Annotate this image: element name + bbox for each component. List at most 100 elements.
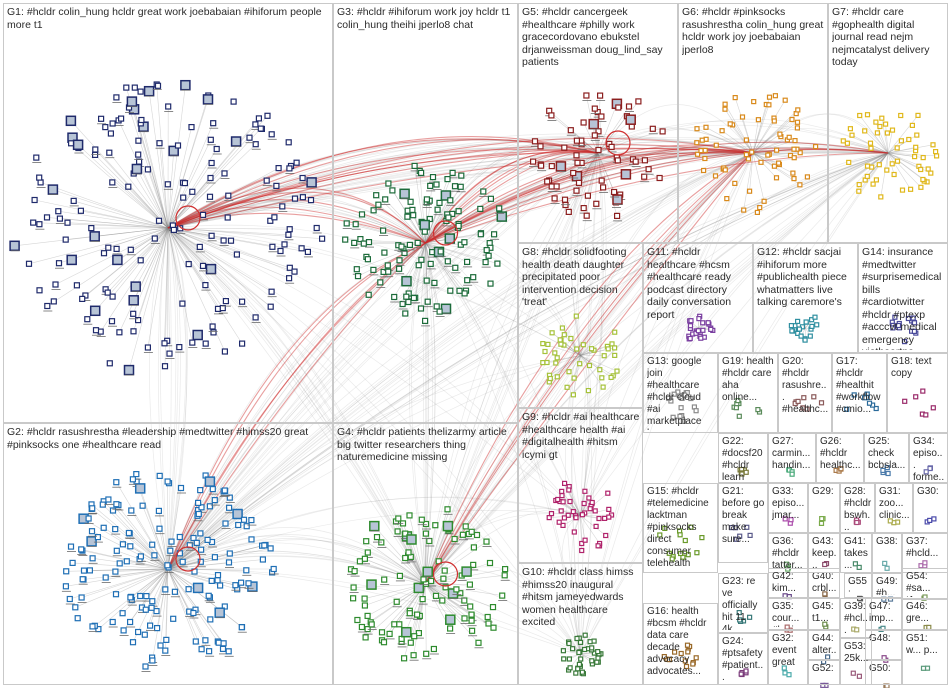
node-g1[interactable] xyxy=(164,181,171,188)
node-g5[interactable] xyxy=(641,173,648,180)
node-g2[interactable] xyxy=(112,591,120,598)
node-g15[interactable] xyxy=(666,550,672,556)
node-g2[interactable] xyxy=(195,499,202,506)
node-g3[interactable] xyxy=(447,287,454,294)
node-g1[interactable] xyxy=(246,134,253,141)
node-g3[interactable] xyxy=(494,260,501,267)
node-g5[interactable] xyxy=(573,152,580,159)
node-g18[interactable] xyxy=(920,388,926,394)
node-g13[interactable] xyxy=(680,418,687,424)
node-g1[interactable] xyxy=(43,214,51,221)
node-g8[interactable] xyxy=(570,392,577,398)
node-g4[interactable] xyxy=(489,603,497,611)
node-g3[interactable] xyxy=(440,190,452,201)
node-g7[interactable] xyxy=(870,181,876,187)
node-g7[interactable] xyxy=(907,186,914,192)
node-g41[interactable] xyxy=(856,564,862,571)
node-g13[interactable] xyxy=(693,408,699,414)
node-g3[interactable] xyxy=(398,243,405,250)
node-g1[interactable] xyxy=(112,254,123,266)
node-g2[interactable] xyxy=(88,528,96,535)
node-g3[interactable] xyxy=(449,169,456,176)
node-g4[interactable] xyxy=(468,617,475,624)
node-g11[interactable] xyxy=(687,335,693,342)
node-g3[interactable] xyxy=(357,236,364,243)
node-g9[interactable] xyxy=(582,488,588,494)
node-g3[interactable] xyxy=(482,259,489,266)
node-g4[interactable] xyxy=(486,559,494,567)
node-g3[interactable] xyxy=(477,205,484,212)
node-g7[interactable] xyxy=(856,182,862,188)
node-g10[interactable] xyxy=(578,656,584,662)
node-g1[interactable] xyxy=(108,318,116,325)
node-g10[interactable] xyxy=(594,659,600,665)
node-g12[interactable] xyxy=(788,323,795,329)
node-g4[interactable] xyxy=(501,572,508,579)
node-g7[interactable] xyxy=(891,171,897,178)
group-box-g22[interactable]: G22: #docsf20 #hcldr learn more... xyxy=(718,433,768,483)
node-g7[interactable] xyxy=(884,130,891,136)
node-g15[interactable] xyxy=(657,532,663,538)
node-g1[interactable] xyxy=(30,219,37,226)
node-g25[interactable] xyxy=(884,465,890,471)
node-g9[interactable] xyxy=(592,508,598,514)
node-g3[interactable] xyxy=(342,236,349,243)
node-g4[interactable] xyxy=(470,561,477,569)
node-g2[interactable] xyxy=(119,610,126,617)
node-g2[interactable] xyxy=(133,471,140,478)
node-g2[interactable] xyxy=(155,507,162,514)
node-g10[interactable] xyxy=(582,632,588,638)
node-g4[interactable] xyxy=(411,633,418,640)
node-g9[interactable] xyxy=(560,499,566,505)
node-g1[interactable] xyxy=(208,232,215,239)
node-g10[interactable] xyxy=(591,638,597,644)
node-g9[interactable] xyxy=(581,500,587,507)
node-g10[interactable] xyxy=(575,666,581,672)
node-g1[interactable] xyxy=(73,282,81,289)
node-g3[interactable] xyxy=(396,257,403,264)
node-g4[interactable] xyxy=(405,549,412,556)
node-g2[interactable] xyxy=(116,560,123,567)
node-g1[interactable] xyxy=(268,131,275,138)
node-g4[interactable] xyxy=(453,586,460,593)
node-g1[interactable] xyxy=(293,159,300,166)
node-g6[interactable] xyxy=(694,151,701,157)
node-g4[interactable] xyxy=(393,598,400,605)
node-g5[interactable] xyxy=(608,143,615,150)
node-g36[interactable] xyxy=(785,566,791,572)
group-box-g12[interactable]: G12: #hcldr sacjai #ihiforum more #publi… xyxy=(753,243,858,353)
node-g2[interactable] xyxy=(113,501,120,508)
node-g7[interactable] xyxy=(911,154,918,160)
node-g1[interactable] xyxy=(89,305,101,317)
node-g1[interactable] xyxy=(180,194,187,201)
node-g2[interactable] xyxy=(112,568,119,575)
node-g1[interactable] xyxy=(252,141,259,148)
node-g7[interactable] xyxy=(894,145,900,151)
node-g16[interactable] xyxy=(683,663,690,670)
node-g4[interactable] xyxy=(368,621,375,628)
node-g1[interactable] xyxy=(209,323,216,330)
node-g13[interactable] xyxy=(666,395,672,401)
node-g36[interactable] xyxy=(783,561,790,567)
node-g4[interactable] xyxy=(407,639,414,646)
node-g1[interactable] xyxy=(64,219,71,226)
node-g27[interactable] xyxy=(789,471,795,477)
node-g6[interactable] xyxy=(724,196,730,202)
node-g1[interactable] xyxy=(31,196,38,204)
node-g2[interactable] xyxy=(148,604,155,611)
node-g17[interactable] xyxy=(873,405,879,412)
node-g18[interactable] xyxy=(930,405,936,411)
group-box-g8[interactable]: G8: #hcldr solidfooting health death dau… xyxy=(518,243,643,408)
node-g18[interactable] xyxy=(913,394,919,400)
node-g3[interactable] xyxy=(445,214,452,221)
node-g7[interactable] xyxy=(868,145,874,151)
node-g26[interactable] xyxy=(838,466,844,472)
node-g4[interactable] xyxy=(475,639,482,646)
node-g1[interactable] xyxy=(137,88,144,95)
node-g2[interactable] xyxy=(128,507,135,514)
node-g5[interactable] xyxy=(583,92,590,99)
node-g7[interactable] xyxy=(882,121,889,127)
node-g5[interactable] xyxy=(649,125,656,132)
group-box-g5[interactable]: G5: #hcldr cancergeek #healthcare #phill… xyxy=(518,3,678,243)
node-g2[interactable] xyxy=(78,546,85,553)
